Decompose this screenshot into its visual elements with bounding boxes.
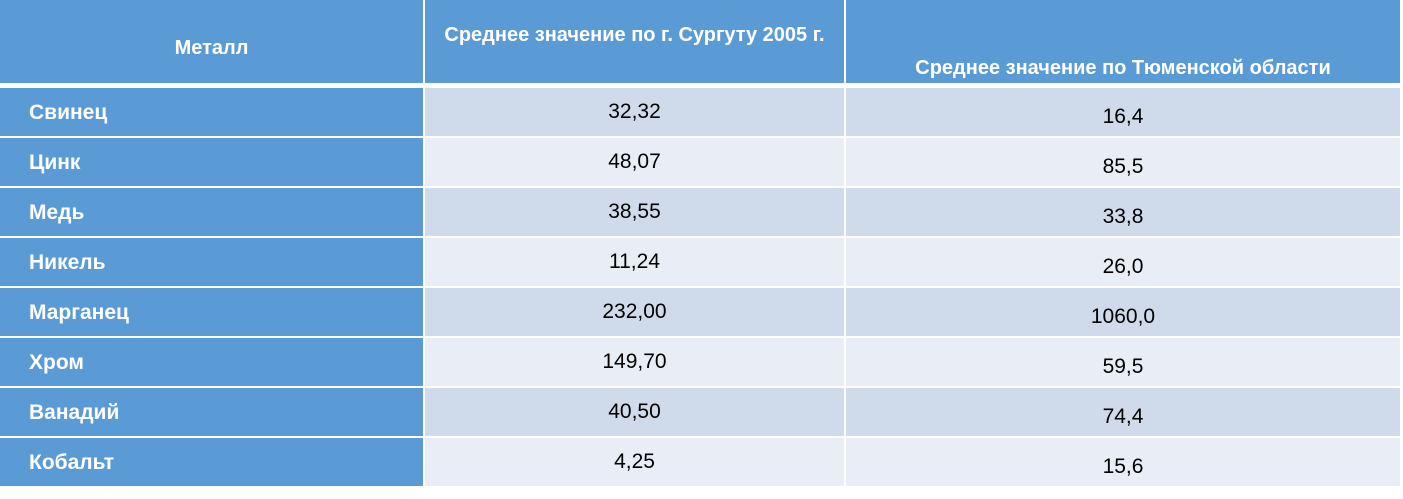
metal-name: Никель	[0, 238, 425, 288]
tyumen-value: 15,6	[846, 438, 1400, 488]
header-metal: Металл	[0, 0, 425, 88]
header-surgut-average: Среднее значение по г. Сургуту 2005 г.	[425, 0, 846, 88]
surgut-value: 38,55	[425, 188, 846, 238]
tyumen-value: 26,0	[846, 238, 1400, 288]
tyumen-value: 74,4	[846, 388, 1400, 438]
surgut-value: 48,07	[425, 138, 846, 188]
metal-name: Ванадий	[0, 388, 425, 438]
tyumen-value: 59,5	[846, 338, 1400, 388]
metal-name: Марганец	[0, 288, 425, 338]
header-tyumen-average: Среднее значение по Тюменской области	[846, 0, 1400, 88]
tyumen-value: 1060,0	[846, 288, 1400, 338]
tyumen-value: 33,8	[846, 188, 1400, 238]
surgut-value: 4,25	[425, 438, 846, 488]
surgut-value: 232,00	[425, 288, 846, 338]
metal-name: Медь	[0, 188, 425, 238]
metal-name: Хром	[0, 338, 425, 388]
surgut-value: 32,32	[425, 88, 846, 138]
surgut-value: 149,70	[425, 338, 846, 388]
metals-table: Металл Среднее значение по г. Сургуту 20…	[0, 0, 1400, 488]
surgut-value: 40,50	[425, 388, 846, 438]
surgut-value: 11,24	[425, 238, 846, 288]
tyumen-value: 16,4	[846, 88, 1400, 138]
metal-name: Кобальт	[0, 438, 425, 488]
metal-name: Свинец	[0, 88, 425, 138]
metal-name: Цинк	[0, 138, 425, 188]
tyumen-value: 85,5	[846, 138, 1400, 188]
